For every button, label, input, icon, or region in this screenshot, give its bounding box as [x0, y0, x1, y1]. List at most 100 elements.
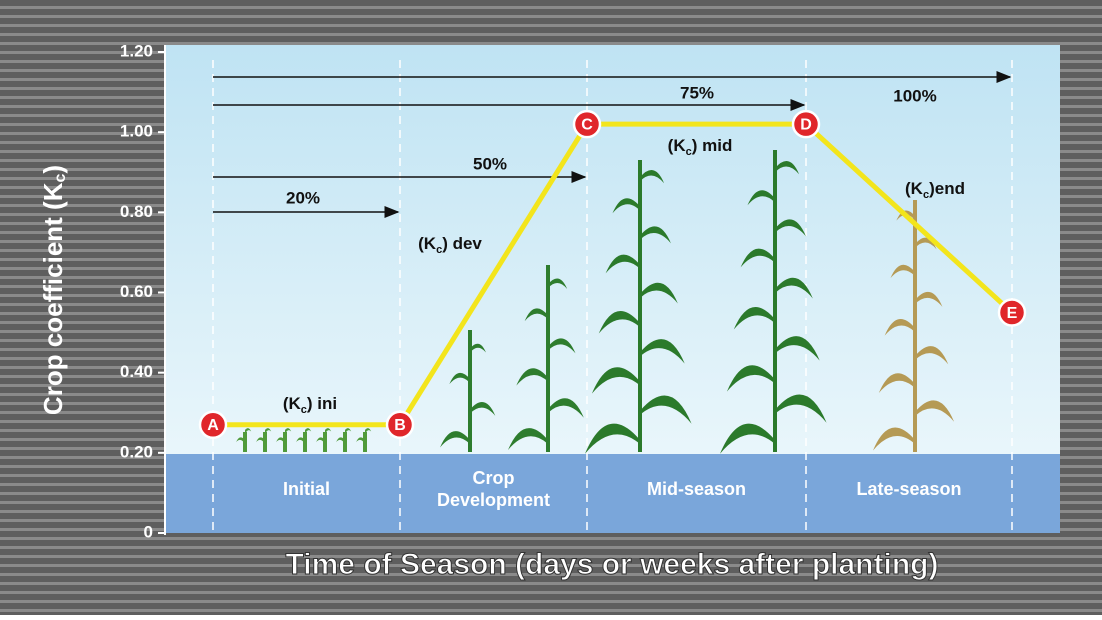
kc-text: ) ini [307, 394, 337, 413]
plant-leaf [605, 254, 640, 274]
plant-leaf [720, 423, 775, 454]
kc-text: (K [418, 234, 437, 253]
plant-leaf [285, 428, 292, 434]
kc-label: (Kc) ini [283, 394, 337, 415]
y-axis-title: Crop coefficient (Kc) [38, 165, 69, 415]
kc-sub: c [436, 244, 442, 256]
progress-label: 20% [286, 188, 320, 207]
plant-leaf [548, 338, 576, 354]
plant-leaf [598, 310, 640, 334]
plant [316, 428, 332, 452]
stage-label: Crop [473, 468, 515, 488]
plant-leaf [775, 219, 806, 237]
stage-label: Mid-season [647, 479, 746, 499]
plant-leaf [775, 394, 827, 423]
kc-point [385, 410, 415, 440]
plant-leaf [336, 437, 345, 444]
progress-label: 50% [473, 154, 507, 173]
y-tick-label: 0.80 [120, 202, 153, 221]
plant-leaf [585, 423, 640, 454]
plant-leaf [470, 401, 496, 416]
plant-leaf [256, 437, 265, 444]
kc-sub: c [301, 404, 307, 416]
stage-label: Development [437, 490, 550, 510]
plant-leaf [733, 306, 775, 330]
y-title-sub: c [52, 174, 69, 183]
y-tick-label: 0.60 [120, 282, 153, 301]
plant-leaf [884, 318, 915, 336]
kc-point [791, 109, 821, 139]
plant-leaf [878, 373, 915, 394]
kc-label: (Kc) mid [668, 136, 733, 157]
kc-sub: c [923, 189, 929, 201]
y-tick-label: 0.20 [120, 442, 153, 461]
plant [585, 160, 692, 454]
plant-leaf [325, 428, 332, 434]
progress-label: 100% [893, 86, 936, 105]
plant-leaf [470, 343, 486, 353]
kc-label: (Kc) dev [418, 234, 482, 255]
plant-leaf [516, 368, 548, 386]
stage-label: Late-season [856, 479, 961, 499]
plant-leaf [740, 248, 775, 268]
plant-leaf [524, 308, 548, 322]
plant-leaf [265, 428, 272, 434]
progress-label: 75% [680, 83, 714, 102]
y-tick-label: 0.40 [120, 362, 153, 381]
y-title-text: Crop coefficient (K [38, 182, 68, 415]
kc-text: ) mid [692, 136, 733, 155]
plant-leaf [245, 428, 252, 434]
plant-leaf [591, 367, 640, 394]
plant [276, 428, 292, 452]
y-tick-label: 0 [144, 522, 153, 541]
plant-leaf [640, 395, 692, 424]
point-label: C [581, 116, 593, 133]
kc-point [198, 410, 228, 440]
plant [440, 330, 496, 452]
plant-leaf [296, 437, 305, 444]
plant-leaf [640, 339, 685, 364]
plant-leaf [726, 365, 775, 392]
plant-leaf [775, 336, 820, 361]
point-label: E [1007, 305, 1018, 322]
plant-leaf [640, 226, 671, 244]
plant [336, 428, 352, 452]
point-label: B [394, 417, 406, 434]
plot-area [165, 45, 1060, 454]
plant [508, 265, 584, 452]
kc-label: (Kc)end [905, 179, 965, 200]
plant-leaf [640, 282, 678, 304]
kc-text: ) dev [442, 234, 482, 253]
plant-leaf [316, 437, 325, 444]
plant-leaf [890, 264, 915, 279]
plant-leaf [449, 372, 470, 385]
kc-text: (K [905, 179, 924, 198]
plant-leaf [305, 428, 312, 434]
plant-leaf [440, 431, 470, 448]
stage-label: Initial [283, 479, 330, 499]
plant [296, 428, 312, 452]
plant [256, 428, 272, 452]
plant-leaf [365, 428, 372, 434]
kc-point [572, 109, 602, 139]
kc-text: )end [929, 179, 965, 198]
plant-leaf [345, 428, 352, 434]
plant-leaf [640, 170, 665, 184]
plant-leaf [548, 398, 584, 418]
plant-leaf [236, 437, 245, 444]
kc-sub: c [686, 146, 692, 158]
plant-leaf [548, 278, 568, 289]
y-tick-label: 1.00 [120, 122, 153, 141]
plant-leaf [276, 437, 285, 444]
kc-text: (K [668, 136, 687, 155]
plant-leaf [915, 291, 943, 307]
kc-text: (K [283, 394, 302, 413]
plant-leaf [747, 190, 775, 206]
plant-leaf [356, 437, 365, 444]
plant-leaf [775, 161, 800, 175]
plant [236, 428, 252, 452]
x-axis-title: Time of Season (days or weeks after plan… [286, 548, 939, 581]
plant [356, 428, 372, 452]
